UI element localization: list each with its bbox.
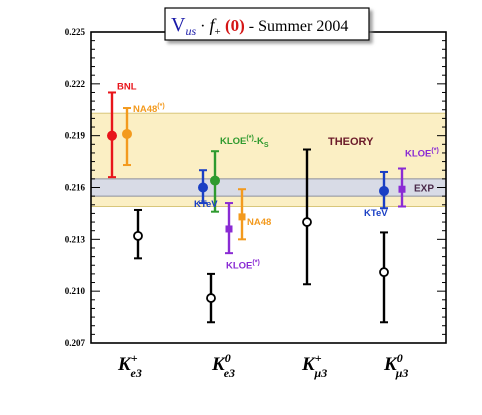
point-label: NA48(*) [133,103,165,115]
marker-square [398,185,406,193]
chart-title: Vus · f+ (0) - Summer 2004 [164,7,370,41]
data-point [210,150,220,213]
point-label: NA48 [247,217,271,228]
y-tick-label: 0.219 [65,131,86,141]
data-point [379,170,389,210]
x-category-label: K+ e3 [117,351,142,380]
data-point [238,188,246,241]
marker-open-circle [206,293,216,303]
point-label: KLOE(*)-KS [220,135,269,149]
data-points [107,91,406,324]
marker-open-circle [379,267,389,278]
band-label-theory: THEORY [328,136,374,148]
marker-circle [107,130,117,141]
marker-circle [379,185,389,196]
x-category-label: K+ μ3 [301,351,327,380]
marker-square [225,225,233,233]
bands: THEORY EXP [90,112,447,208]
marker-circle [198,182,208,193]
data-point [198,169,208,205]
marker-circle [210,175,220,186]
point-label: KLOE(*) [405,148,439,160]
data-point [398,167,406,208]
y-tick-label: 0.213 [65,234,86,244]
data-point [133,208,143,260]
y-tick-label: 0.225 [65,27,86,37]
y-tick-label: 0.222 [65,79,86,89]
marker-square [238,213,246,221]
point-label: KLOE(*) [226,259,260,271]
data-point [107,91,117,179]
marker-open-circle [133,230,143,241]
data-point [225,202,233,255]
band-exp [90,178,447,197]
y-tick-label: 0.216 [65,183,86,193]
marker-circle [122,128,132,139]
point-label: BNL [117,82,137,93]
title-box [164,7,370,41]
band-label-exp: EXP [414,184,434,195]
y-tick-label: 0.207 [65,338,86,348]
y-tick-label: 0.210 [65,286,86,296]
data-point [302,148,312,286]
title-text: Vus · f+ (0) - Summer 2004 [171,14,348,38]
point-label: KTeV [194,199,218,210]
x-axis: K+ e3 K0 e3 K+ μ3 K0 μ3 [117,351,408,380]
data-point [206,272,216,324]
y-axis: 0.207 0.210 0.213 0.216 0.219 0.222 0.225 [65,27,446,348]
point-label: KTeV [364,208,388,219]
data-point [379,231,389,324]
marker-open-circle [302,217,312,227]
point-labels: BNL NA48(*) KLOE(*)-KS KTeV KLOE(*) NA48 KTeV K… [117,82,439,272]
data-point [122,107,132,167]
x-category-label: K0 μ3 [383,351,408,380]
x-category-label: K0 e3 [211,351,235,380]
